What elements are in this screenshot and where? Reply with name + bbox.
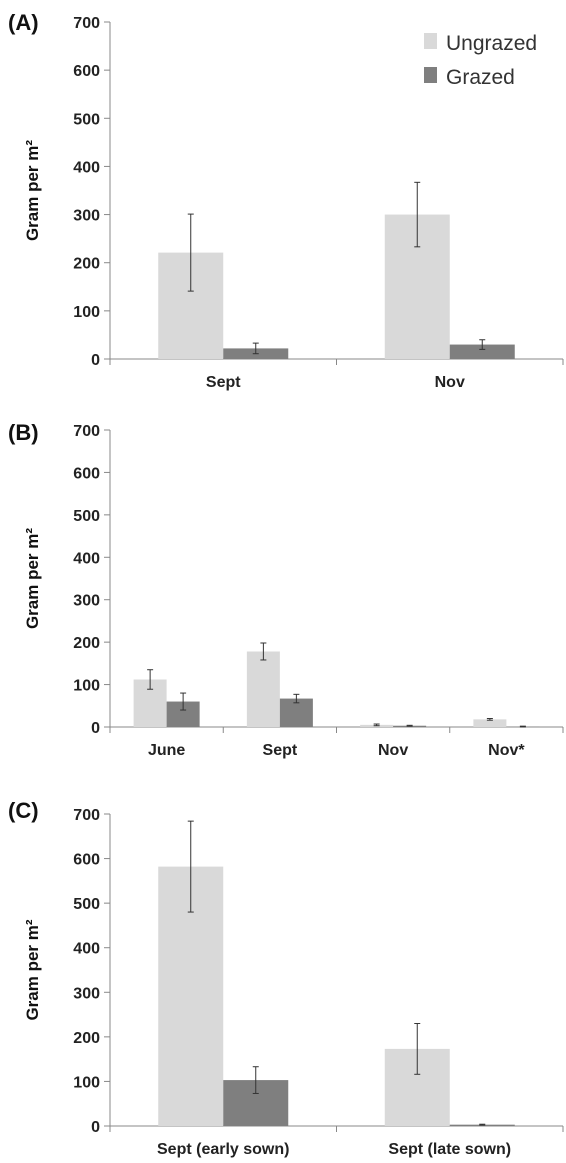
panel-label: (C): [8, 798, 39, 823]
y-tick-label: 300: [73, 208, 100, 225]
x-tick-label: Sept: [263, 742, 298, 759]
x-tick-label: Nov*: [488, 742, 525, 759]
y-tick-label: 400: [73, 941, 100, 958]
y-tick-label: 200: [73, 635, 100, 652]
chart-panel-b: (B) Gram per m² 0 100 200 300 400 500 600 700 June…: [8, 420, 563, 759]
y-tick-label: 0: [91, 720, 100, 737]
y-tick-label: 500: [73, 508, 100, 525]
y-tick-label: 200: [73, 256, 100, 273]
legend: Ungrazed Grazed: [424, 32, 537, 89]
legend-label-grazed: Grazed: [446, 66, 515, 89]
x-tick-label: Nov: [378, 742, 408, 759]
y-tick-label: 100: [73, 304, 100, 321]
chart-panel-c: (C) Gram per m² 0 100 200 300 400 500 600 700 Sept…: [8, 798, 563, 1158]
y-axis-label: Gram per m²: [23, 140, 42, 241]
panel-label: (A): [8, 10, 39, 35]
y-tick-label: 700: [73, 15, 100, 32]
legend-swatch-ungrazed: [424, 33, 437, 49]
y-tick-label: 100: [73, 678, 100, 695]
y-tick-label: 0: [91, 1119, 100, 1136]
chart-panel-a: (A) Gram per m² 0 100 200 300 400 500 600 700 Sept…: [8, 10, 563, 391]
y-tick-label: 200: [73, 1030, 100, 1047]
x-tick-label: Sept (late sown): [388, 1141, 511, 1158]
x-tick-label: Nov: [435, 374, 465, 391]
legend-swatch-grazed: [424, 67, 437, 83]
y-tick-label: 500: [73, 896, 100, 913]
y-tick-label: 300: [73, 593, 100, 610]
y-tick-label: 700: [73, 807, 100, 824]
y-tick-label: 700: [73, 423, 100, 440]
y-tick-label: 600: [73, 465, 100, 482]
y-tick-label: 600: [73, 852, 100, 869]
bar-ungrazed-sept: [247, 651, 280, 727]
y-tick-label: 100: [73, 1074, 100, 1091]
y-tick-label: 400: [73, 550, 100, 567]
x-tick-label: June: [148, 742, 185, 759]
x-tick-label: Sept (early sown): [157, 1141, 289, 1158]
y-tick-label: 500: [73, 111, 100, 128]
y-axis-label: Gram per m²: [23, 919, 42, 1020]
y-tick-label: 300: [73, 985, 100, 1002]
y-axis-label: Gram per m²: [23, 528, 42, 629]
x-tick-label: Sept: [206, 374, 241, 391]
legend-label-ungrazed: Ungrazed: [446, 32, 537, 55]
y-tick-label: 600: [73, 63, 100, 80]
y-tick-label: 400: [73, 159, 100, 176]
panel-label: (B): [8, 420, 39, 445]
y-tick-label: 0: [91, 352, 100, 369]
